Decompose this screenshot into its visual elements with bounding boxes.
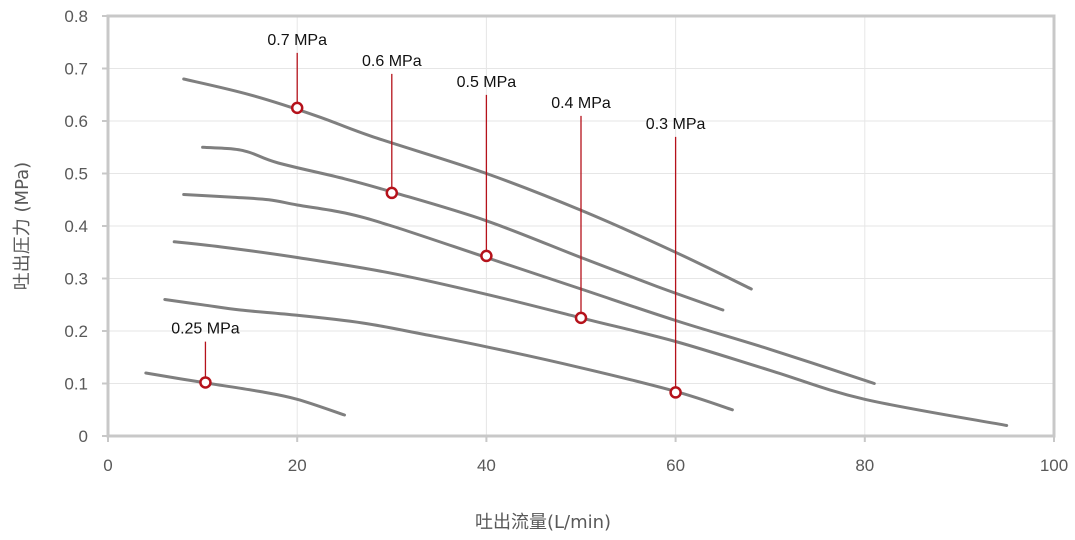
x-tick-label: 60: [666, 456, 685, 475]
x-tick-label: 0: [103, 456, 112, 475]
callout-label: 0.5 MPa: [457, 74, 517, 91]
operating-point-marker: [199, 376, 212, 389]
x-tick-label: 80: [855, 456, 874, 475]
series-curve-5: [144, 371, 346, 417]
y-tick-label: 0.4: [64, 217, 88, 236]
operating-point-marker: [669, 386, 682, 399]
x-tick-label: 20: [288, 456, 307, 475]
x-axis-title: 吐出流量(L/min): [475, 512, 611, 533]
y-tick-label: 0.6: [64, 112, 88, 131]
y-axis-title: 吐出圧力 (MPa): [12, 162, 33, 290]
y-tick-label: 0.7: [64, 60, 88, 79]
series-curve-1: [201, 145, 725, 312]
series-curve-4: [163, 298, 734, 412]
axis-ticks: 0 20 40 60 80 100 0 0.1 0.2 0.3 0.4 0.5 0.6 0.7 0.8: [64, 7, 1068, 475]
callout-label: 0.4 MPa: [551, 95, 611, 112]
callouts: 0.7 MPa 0.6 MPa 0.5 MPa 0.4 MPa 0.3 MPa 0.25 …: [171, 32, 706, 399]
y-tick-label: 0.5: [64, 165, 88, 184]
y-tick-label: 0.8: [64, 7, 88, 26]
y-tick-label: 0.2: [64, 322, 88, 341]
callout-label: 0.7 MPa: [267, 32, 327, 49]
series-curve-3: [172, 240, 1009, 427]
callout-label: 0.3 MPa: [646, 116, 706, 133]
y-tick-label: 0.3: [64, 270, 88, 289]
callout-label: 0.25 MPa: [171, 321, 240, 338]
series-curve-2: [182, 193, 876, 385]
callout-label: 0.6 MPa: [362, 53, 422, 70]
operating-point-marker: [385, 186, 399, 200]
operating-point-marker: [290, 101, 304, 115]
y-tick-label: 0.1: [64, 375, 88, 394]
y-tick-label: 0: [79, 427, 88, 446]
operating-point-marker: [480, 249, 493, 263]
x-tick-label: 100: [1040, 456, 1068, 475]
series-curves: [144, 77, 1009, 427]
x-tick-label: 40: [477, 456, 496, 475]
series-curve-0: [182, 77, 753, 291]
operating-point-marker: [574, 311, 588, 325]
